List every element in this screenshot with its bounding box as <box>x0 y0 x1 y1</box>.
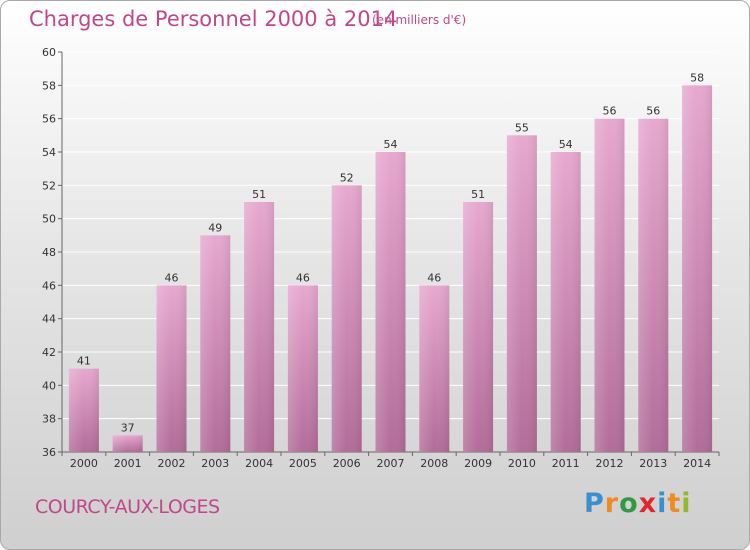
bar-shade-2011 <box>550 152 581 452</box>
y-tick-label: 58 <box>42 79 56 92</box>
data-label: 46 <box>427 271 441 284</box>
data-label: 56 <box>646 105 660 118</box>
logo-letter: i <box>681 488 692 519</box>
x-tick-label: 2004 <box>245 457 273 470</box>
x-tick-label: 2014 <box>683 457 711 470</box>
data-label: 46 <box>165 271 179 284</box>
proxiti-logo[interactable]: Proxiti <box>584 488 692 519</box>
y-tick-label: 40 <box>42 379 56 392</box>
x-tick-label: 2008 <box>420 457 448 470</box>
chart-subtitle: (en milliers d'€) <box>372 13 467 27</box>
bar-shade-2012 <box>594 118 625 453</box>
data-label: 52 <box>340 171 354 184</box>
logo-letter: r <box>604 488 620 519</box>
y-tick-label: 50 <box>42 213 56 226</box>
data-label: 37 <box>121 421 135 434</box>
bar-shade-2003 <box>200 235 231 452</box>
x-tick-label: 2003 <box>201 457 229 470</box>
y-tick-label: 36 <box>42 446 56 459</box>
data-label: 55 <box>515 121 529 134</box>
bars <box>68 85 713 453</box>
x-tick-label: 2002 <box>158 457 186 470</box>
y-tick-label: 56 <box>42 113 56 126</box>
bar-shade-2006 <box>331 185 362 453</box>
y-tick-label: 42 <box>42 346 56 359</box>
x-tick-label: 2006 <box>333 457 361 470</box>
data-label: 46 <box>296 271 310 284</box>
bar-shade-2013 <box>638 118 669 453</box>
bar-shade-2010 <box>506 135 537 453</box>
data-label: 51 <box>471 188 485 201</box>
y-tick-label: 52 <box>42 179 56 192</box>
chart-title: Charges de Personnel 2000 à 2014 <box>29 7 398 31</box>
data-label: 49 <box>208 221 222 234</box>
y-tick-label: 48 <box>42 246 56 259</box>
logo-letter: P <box>584 488 605 519</box>
y-tick-label: 44 <box>42 313 56 326</box>
logo-letter: i <box>657 488 668 519</box>
logo-letter: x <box>638 488 658 519</box>
y-tick-label: 60 <box>42 46 56 59</box>
bar-shade-2000 <box>68 368 99 452</box>
y-tick-label: 46 <box>42 279 56 292</box>
y-tick-label: 54 <box>42 146 56 159</box>
x-tick-label: 2009 <box>464 457 492 470</box>
bar-shade-2007 <box>375 152 406 452</box>
data-label: 51 <box>252 188 266 201</box>
data-label: 54 <box>384 138 398 151</box>
data-labels: 41 37 46 49 51 46 52 54 46 51 55 54 56 56 58 <box>77 71 704 434</box>
place-name: COURCY-AUX-LOGES <box>35 496 220 518</box>
logo-letter: t <box>667 488 682 519</box>
data-label: 56 <box>603 105 617 118</box>
x-tick-label: 2013 <box>639 457 667 470</box>
bar-shade-2004 <box>244 202 275 452</box>
x-tick-label: 2010 <box>508 457 536 470</box>
x-tick-label: 2000 <box>70 457 98 470</box>
axes: 36 38 40 42 44 46 48 50 52 54 56 58 60 2000 2001 2002 20… <box>42 46 720 470</box>
bar-shade-2014 <box>682 85 713 452</box>
data-label: 58 <box>690 71 704 84</box>
bar-shade-2009 <box>463 202 494 452</box>
data-label: 41 <box>77 355 91 368</box>
x-tick-label: 2005 <box>289 457 317 470</box>
x-tick-label: 2012 <box>596 457 624 470</box>
x-tick-label: 2001 <box>114 457 142 470</box>
y-tick-label: 38 <box>42 413 56 426</box>
bar-shade-2008 <box>419 285 450 452</box>
bar-shade-2005 <box>287 285 318 452</box>
logo-letter: o <box>619 488 639 519</box>
bar-shade-2002 <box>156 285 187 452</box>
data-label: 54 <box>559 138 573 151</box>
x-tick-label: 2007 <box>377 457 405 470</box>
bar-shade-2001 <box>112 435 143 452</box>
x-tick-label: 2011 <box>552 457 580 470</box>
